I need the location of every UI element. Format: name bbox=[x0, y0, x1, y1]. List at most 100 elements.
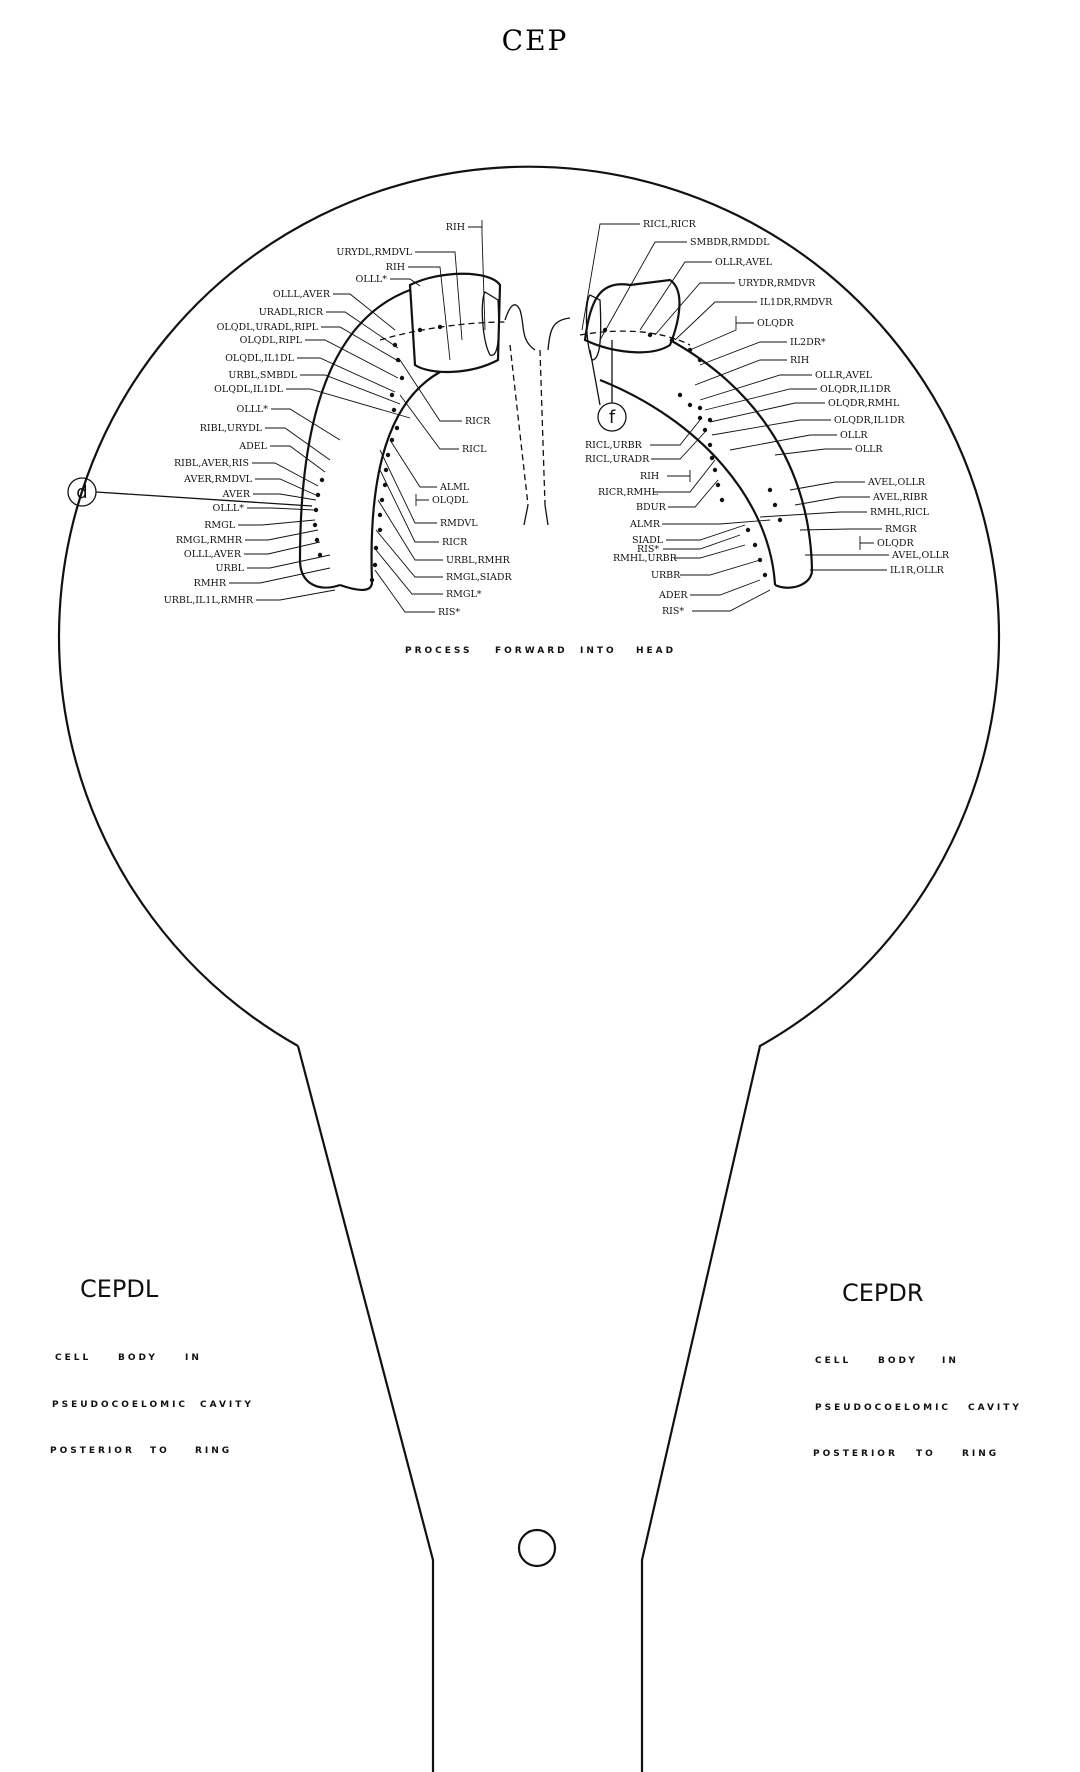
cell-description-left: CELL BODY IN PSEUDOCOELOMIC CAVITY POSTE… bbox=[50, 1353, 254, 1456]
label-pointer bbox=[699, 341, 787, 366]
label-pointer bbox=[255, 478, 319, 497]
label-pointer bbox=[305, 339, 399, 379]
ring-dot bbox=[707, 442, 713, 448]
ring-dot bbox=[712, 467, 718, 473]
left-top-labels: RIH URYDL,RMDVL RIH bbox=[336, 220, 486, 361]
ring-dot bbox=[677, 392, 683, 398]
svg-text:CAVITY: CAVITY bbox=[200, 1400, 254, 1410]
ring-dot bbox=[647, 332, 653, 338]
neuron-label: RICR,RMHL bbox=[598, 487, 659, 498]
ring-dot bbox=[319, 477, 325, 483]
neuron-label: RMHL,RICL bbox=[870, 507, 930, 518]
neuron-label: OLLL* bbox=[213, 503, 245, 514]
right-outer-labels: OLQDR IL2DR* RIH OLLR,AVEL OLQDR,IL1DR OLQDR,… bbox=[689, 316, 950, 576]
label-pointer bbox=[297, 357, 396, 393]
neuron-label: ADER bbox=[658, 590, 688, 601]
ring-dot bbox=[314, 537, 320, 543]
label-pointer bbox=[704, 388, 817, 411]
neuron-label: AVEL,OLLR bbox=[867, 477, 926, 488]
label-pointer bbox=[379, 469, 439, 543]
label-pointer bbox=[408, 266, 451, 361]
label-pointer bbox=[247, 554, 331, 569]
neuron-label: AVER bbox=[222, 489, 251, 500]
ring-dot bbox=[702, 427, 708, 433]
left-inner-labels: RICR RICL ALML OLQDL RMDVL RICR URBL,RMHR RMGL,… bbox=[374, 359, 513, 618]
neuron-label: URBL bbox=[216, 563, 245, 574]
neuron-label: OLLR,AVEL bbox=[815, 370, 873, 381]
ring-dot bbox=[437, 324, 443, 330]
neuron-label: OLLR,AVEL bbox=[715, 257, 773, 268]
neuron-label: OLQDL,URADL,RIPL bbox=[217, 322, 319, 333]
neuron-label: IL1DR,RMDVR bbox=[760, 297, 833, 308]
neuron-label: URYDR,RMDVR bbox=[738, 278, 816, 289]
neuron-label: RMGL* bbox=[446, 589, 482, 600]
svg-text:PSEUDOCOELOMIC: PSEUDOCOELOMIC bbox=[52, 1400, 188, 1410]
label-pointer bbox=[794, 496, 870, 506]
neuron-label: RICR bbox=[442, 537, 468, 548]
ring-dot bbox=[719, 497, 725, 503]
ring-dot bbox=[687, 402, 693, 408]
cell-name-left: CEPDL bbox=[80, 1275, 159, 1303]
neuron-label: RICL,RICR bbox=[643, 219, 697, 230]
neuron-label: AVEL,RIBR bbox=[872, 492, 928, 503]
ring-dot bbox=[313, 507, 319, 513]
label-pointer bbox=[692, 589, 771, 612]
ring-dot bbox=[315, 492, 321, 498]
label-pointer bbox=[799, 528, 882, 531]
label-pointer bbox=[375, 529, 443, 578]
ring-dot bbox=[745, 527, 751, 533]
ring-dot bbox=[697, 415, 703, 421]
label-pointer bbox=[379, 449, 437, 524]
label-pointer bbox=[663, 534, 741, 550]
ring-dot bbox=[715, 482, 721, 488]
ring-dot bbox=[697, 405, 703, 411]
diagram-title: CEP bbox=[502, 24, 569, 57]
svg-text:POSTERIOR: POSTERIOR bbox=[813, 1449, 898, 1459]
neuron-label: RMGL,RMHR bbox=[176, 535, 243, 546]
process-forward-caption: PROCESS FORWARD INTO HEAD bbox=[405, 646, 673, 656]
right-top-labels: RICL,RICR SMBDR,RMDDL OLLR,AVEL URYDR,RMDVR… bbox=[581, 219, 833, 341]
svg-text:BODY: BODY bbox=[118, 1353, 158, 1363]
label-pointer bbox=[238, 519, 316, 526]
left-ring-dots bbox=[312, 324, 443, 583]
caption-word: PROCESS bbox=[405, 646, 473, 656]
label-pointer bbox=[244, 541, 321, 555]
label-pointer bbox=[256, 589, 336, 601]
label-pointer bbox=[374, 569, 435, 613]
label-pointer bbox=[415, 251, 463, 341]
label-pointer bbox=[247, 507, 316, 511]
neuron-label: URYDL,RMDVL bbox=[336, 247, 412, 258]
label-pointer bbox=[326, 311, 399, 349]
label-pointer bbox=[375, 549, 443, 595]
ring-dot bbox=[752, 542, 758, 548]
neuron-label: URBR bbox=[651, 570, 681, 581]
label-pointer bbox=[680, 559, 761, 576]
caption-word: FORWARD bbox=[495, 646, 568, 656]
neuron-label: BDUR bbox=[636, 502, 667, 513]
label-pointer bbox=[789, 481, 865, 491]
ring-dot bbox=[377, 527, 383, 533]
svg-text:TO: TO bbox=[916, 1449, 936, 1459]
marker-line-d bbox=[95, 491, 313, 507]
cell-name-right: CEPDR bbox=[842, 1279, 924, 1307]
ring-dot bbox=[669, 337, 675, 343]
marker-label-f: f bbox=[609, 407, 616, 428]
neuron-label: RMGL bbox=[204, 520, 235, 531]
ring-dot bbox=[312, 522, 318, 528]
ring-dot bbox=[772, 502, 778, 508]
label-pointer bbox=[286, 388, 411, 419]
label-pointer bbox=[265, 427, 331, 461]
neuron-label: RMGR bbox=[885, 524, 917, 535]
label-pointer bbox=[774, 448, 852, 456]
ring-dot bbox=[394, 425, 400, 431]
label-pointer bbox=[653, 459, 716, 493]
label-pointer bbox=[711, 419, 831, 436]
neuron-label: OLQDL,IL1DL bbox=[214, 384, 284, 395]
svg-text:POSTERIOR: POSTERIOR bbox=[50, 1446, 135, 1456]
neuron-label: RMDVL bbox=[440, 518, 478, 529]
neuron-label: URBL,RMHR bbox=[446, 555, 511, 566]
label-pointer bbox=[699, 374, 812, 401]
neuron-label: RIH bbox=[446, 222, 465, 233]
label-pointer bbox=[729, 434, 837, 451]
